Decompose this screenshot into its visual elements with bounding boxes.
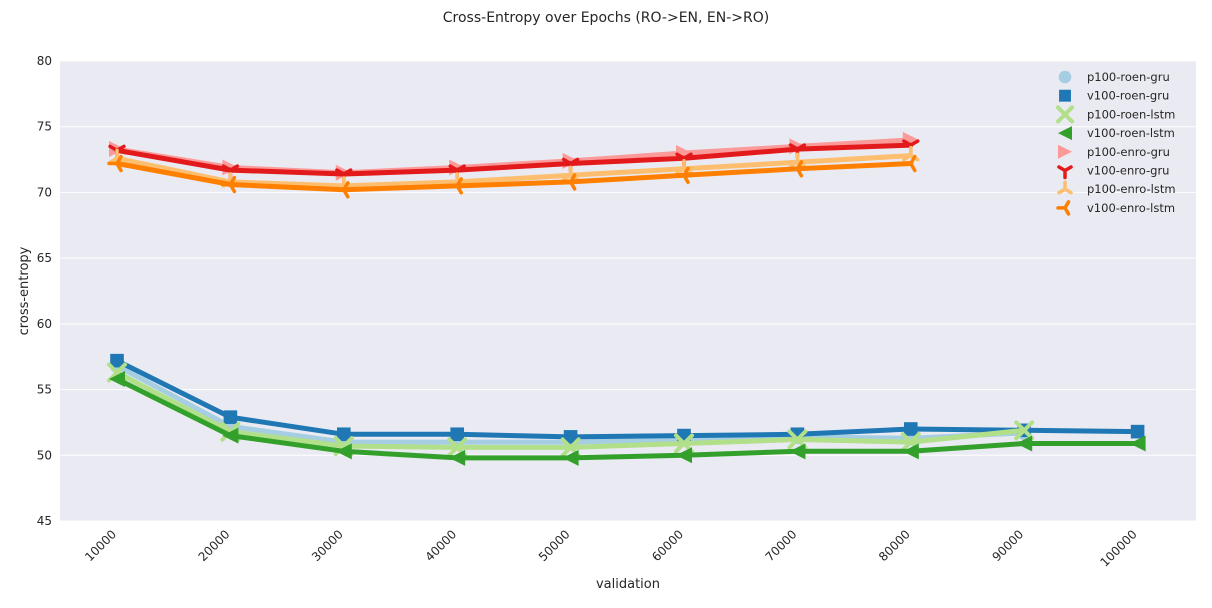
data-point xyxy=(1130,424,1145,439)
x-axis-title: validation xyxy=(596,577,660,592)
series-line xyxy=(114,358,1141,440)
series-v100-roen-lstm xyxy=(109,371,1146,466)
data-point xyxy=(220,175,237,194)
legend-label: p100-enro-lstm xyxy=(1087,182,1176,196)
series-v100-enro-lstm xyxy=(107,154,917,199)
data-point xyxy=(904,422,918,436)
data-point xyxy=(563,430,578,444)
plot-background xyxy=(60,61,1196,521)
y-tick-label: 50 xyxy=(37,448,52,462)
y-axis-title: cross-entropy xyxy=(17,246,32,335)
data-point xyxy=(223,410,238,424)
legend-label: p100-roen-gru xyxy=(1087,70,1170,84)
legend-marker xyxy=(1058,70,1072,84)
y-tick-label: 80 xyxy=(37,54,52,68)
series-line xyxy=(114,142,914,177)
y-axis-ticks: 45 50 55 60 65 70 75 80 xyxy=(37,54,52,528)
x-tick-label: 40000 xyxy=(422,527,459,564)
data-point xyxy=(789,443,806,460)
data-point xyxy=(335,443,352,460)
data-point xyxy=(787,160,804,178)
legend-label: p100-enro-gru xyxy=(1087,145,1170,159)
legend-marker xyxy=(1058,144,1072,159)
data-point xyxy=(676,447,692,464)
data-point xyxy=(901,154,917,173)
y-tick-label: 45 xyxy=(37,514,52,528)
data-point xyxy=(1129,435,1146,452)
legend-label: p100-roen-lstm xyxy=(1087,107,1175,121)
x-tick-label: 80000 xyxy=(876,527,913,564)
series-line xyxy=(114,161,914,193)
legend-label: v100-enro-gru xyxy=(1087,164,1169,178)
x-tick-label: 20000 xyxy=(196,527,233,564)
x-tick-label: 100000 xyxy=(1097,527,1139,569)
legend-label: v100-enro-lstm xyxy=(1087,201,1175,215)
legend-marker xyxy=(1059,89,1071,102)
legend: p100-roen-gru v100-roen-gru p100-roen-lstm… xyxy=(1056,70,1176,216)
data-point xyxy=(334,181,350,199)
data-point xyxy=(1014,420,1035,441)
legend-marker xyxy=(1056,200,1071,216)
legend-label: v100-roen-lstm xyxy=(1087,126,1175,140)
x-tick-label: 10000 xyxy=(82,527,119,564)
data-point xyxy=(110,353,124,368)
y-tick-label: 55 xyxy=(37,383,52,397)
y-tick-label: 75 xyxy=(37,120,52,134)
data-point xyxy=(337,427,351,442)
data-point xyxy=(447,177,463,195)
legend-marker xyxy=(1057,165,1073,180)
legend-marker xyxy=(1056,105,1074,124)
y-tick-label: 60 xyxy=(37,317,52,331)
x-axis-ticks: 10000 20000 30000 40000 50000 60000 70000 80000… xyxy=(82,527,1140,569)
legend-marker xyxy=(1057,180,1073,195)
legend-marker xyxy=(1058,126,1072,141)
x-tick-label: 90000 xyxy=(989,527,1026,564)
series-line xyxy=(114,153,914,189)
y-tick-label: 70 xyxy=(37,185,52,199)
data-point xyxy=(560,173,577,191)
data-point xyxy=(449,449,466,466)
chart-title: Cross-Entropy over Epochs (RO->EN, EN->R… xyxy=(442,10,770,26)
legend-label: v100-roen-gru xyxy=(1087,89,1169,103)
y-tick-label: 65 xyxy=(37,251,52,265)
data-point xyxy=(450,427,464,442)
x-tick-label: 50000 xyxy=(536,527,573,564)
x-tick-label: 30000 xyxy=(309,527,346,564)
series-line xyxy=(114,376,1141,461)
x-tick-label: 60000 xyxy=(649,527,686,564)
data-point xyxy=(222,427,239,444)
data-point xyxy=(674,166,690,185)
x-tick-label: 70000 xyxy=(763,527,800,564)
data-point xyxy=(109,371,125,388)
series-group xyxy=(107,131,1146,466)
data-point xyxy=(107,154,123,173)
data-point xyxy=(562,449,579,466)
data-point xyxy=(1016,435,1033,452)
data-point xyxy=(902,443,919,460)
